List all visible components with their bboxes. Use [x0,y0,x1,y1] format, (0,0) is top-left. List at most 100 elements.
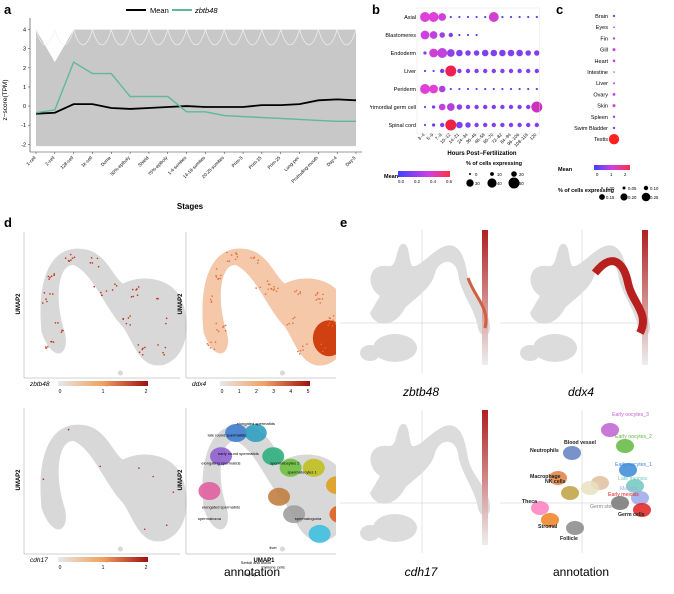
umap-cell [53,273,55,275]
b-row-label: Blastomeres [385,33,416,39]
annotation-cluster [563,446,581,460]
b-dot [449,87,452,91]
umap-cell [64,257,67,259]
d-cluster-label: elongated spermatids [237,421,275,426]
umap-cell [125,322,128,325]
umap-cell [286,323,289,326]
b-dot [484,87,487,91]
b-dot [420,30,430,40]
b-dot [500,122,505,128]
b-dot [481,49,489,57]
b-dot [509,87,513,91]
trajectory-spread [36,29,356,147]
b-dot [445,65,457,77]
d-colorbar-tick: 3 [272,389,275,395]
umap-cell [52,341,55,343]
d-colorbar-tick: 2 [145,389,148,395]
umap-cell [322,350,324,353]
umap-cell [101,294,103,297]
umap-cell [62,329,64,332]
b-dot [456,121,463,129]
e-cluster-label: Follicle [560,536,578,542]
e-cluster-label: Early oocytes_2 [615,434,652,440]
umap-cell [143,528,146,531]
c-size-legend-dot [641,192,651,202]
umap-cell [268,283,271,286]
umap-body [370,423,490,516]
umap-cell [319,302,322,304]
umap-cell [275,290,278,292]
e-cluster-label: Germ cells [618,512,645,518]
umap-cell [236,256,239,258]
umap-cell [41,302,44,304]
annotation-cluster [601,423,619,437]
c-mean-colorbar [594,165,630,170]
umap-cell [71,257,74,259]
b-dot [500,68,505,74]
umap-cell [320,343,323,346]
c-row-label: Gill [600,48,608,54]
c-size-legend-label: 0.05 [628,186,637,191]
e-colorbar [482,410,488,545]
annotation-cluster [619,463,637,477]
umap-cell [49,293,51,295]
b-size-legend-label: 50 [519,181,524,186]
d-cluster-label: early round spermatids [218,451,259,456]
d-umap1-label: UMAP1 [253,558,275,564]
c-row-label: Skin [597,104,608,110]
b-dot [488,12,499,22]
umap-cell [215,268,218,270]
annotation-cluster [225,424,248,442]
d-umap2-label: UMAP2 [178,293,184,315]
panel-b-dotplot: Axial Blastomeres Endoderm Liver Periderm Pri… [370,7,543,189]
e-colorbar [482,230,488,365]
b-dot [527,87,530,91]
a-xtick: 1-cell [25,155,36,166]
b-dot [509,15,513,19]
e-umap-3: Early oocytes_3 Early oocytes_2 Early oocy… [500,410,652,553]
umap-cell [255,287,257,289]
d-umap2-label: UMAP2 [16,469,22,491]
a-xtick: Shield [137,155,150,168]
umap-cell [220,274,222,277]
b-dot [423,51,427,55]
a-xtick: Dome [100,155,113,168]
b-mean-tick: 0.4 [430,179,437,184]
umap-cell [293,316,296,319]
panel-d-umaps: UMAP1UMAP2UMAP1UMAP2UMAP1UMAP2UMAP1UMAP2… [16,232,336,579]
b-dot [518,87,521,91]
c-row-label: Eyes [596,25,608,31]
b-mean-tick: 0.2 [414,179,421,184]
c-size-legend-label: 0.00 [606,186,615,191]
c-size-legend-label: 0.15 [606,195,615,200]
b-dot [474,68,479,74]
a-xtick: Day-4 [326,155,339,168]
umap-cell [100,291,102,294]
b-dot [534,122,539,128]
b-dot [526,122,531,128]
b-row-label: Spinal cord [388,123,416,129]
b-mean-tick: 0.6 [446,179,453,184]
a-xtick: Prim-5 [231,155,244,168]
panel-label-d: d [4,215,12,230]
d-umap-3: UMAP1 UMAP2 elongated spermatids late round… [178,408,336,577]
c-size-legend-label: 0.25 [650,195,659,200]
b-dot [465,68,471,74]
d-colorbar-tick: 1 [238,389,241,395]
panel-label-c: c [556,2,564,17]
umap-cell [234,258,237,261]
b-dot [466,15,470,19]
a-xtick: 75%-epiboly [147,155,169,177]
umap-cell [73,256,76,259]
annotation-cluster [566,521,584,535]
d-colorbar-tick: 0 [59,389,62,395]
b-size-legend-label: 10 [497,172,502,177]
b-col-label: 7–9 [434,132,443,141]
b-mean-title: Mean [384,174,399,180]
b-dot [429,48,438,58]
b-size-legend-dot [511,171,517,177]
b-size-legend-label: 40 [497,181,502,186]
umap-cell [209,298,212,301]
umap-cell [138,351,141,353]
